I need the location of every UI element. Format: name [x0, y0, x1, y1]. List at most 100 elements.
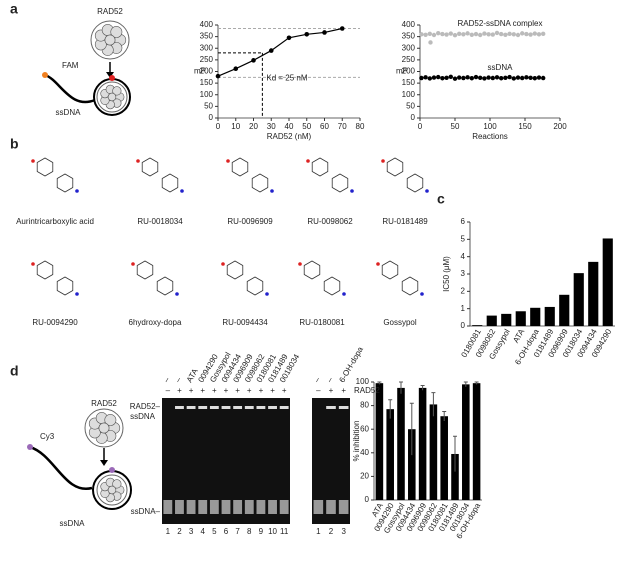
point: [511, 76, 516, 81]
atom: [350, 189, 354, 193]
rad52-sign: –: [316, 386, 321, 395]
x-tick-label: 40: [285, 122, 294, 131]
structure: [156, 276, 174, 296]
band-label: ssDNA: [130, 412, 156, 421]
compound-name: RU-0018034: [137, 217, 183, 226]
band: [279, 406, 289, 409]
y-tick-label: 250: [200, 55, 214, 64]
lane-number: 7: [235, 527, 240, 536]
compound-name: Gossypol: [383, 318, 417, 327]
protein-subunit: [112, 86, 122, 96]
rad52-sign: +: [282, 386, 287, 395]
atom: [180, 189, 184, 193]
point: [520, 75, 525, 81]
band: [221, 500, 231, 514]
atom: [31, 159, 35, 163]
panel-label: b: [10, 136, 19, 152]
point: [457, 75, 462, 80]
atom: [306, 159, 310, 163]
fluor-label: FAM: [62, 61, 79, 70]
bar: [418, 387, 427, 500]
legend-label: RAD52-ssDNA complex: [458, 19, 543, 28]
error-bar: [463, 381, 468, 387]
bar: [397, 387, 405, 500]
lane-number: 5: [212, 527, 217, 536]
y-tick-label: 350: [402, 32, 416, 41]
band: [256, 406, 266, 409]
structure: [323, 276, 341, 296]
structure: [311, 157, 329, 177]
lane-number: 6: [224, 527, 229, 536]
protein-label: RAD52: [91, 399, 117, 408]
lane-number: 9: [259, 527, 264, 536]
atom: [342, 292, 346, 296]
point: [448, 31, 453, 36]
bar: [588, 261, 599, 326]
atom: [265, 292, 269, 296]
y-tick-label: 200: [402, 67, 416, 76]
point: [486, 75, 491, 80]
point: [482, 76, 487, 81]
point: [251, 58, 256, 63]
bar: [530, 307, 541, 326]
point: [431, 32, 437, 38]
band: [209, 500, 219, 514]
structure: [36, 157, 54, 177]
protein-subunit: [107, 485, 117, 495]
structure: [226, 260, 244, 280]
compound-name: RU-0180081: [299, 318, 345, 327]
band-label: ssDNA–: [131, 507, 161, 516]
lane-treatment: –: [173, 375, 183, 384]
x-tick-label: 100: [483, 122, 497, 131]
panel-label: c: [437, 191, 445, 207]
y-axis-label: % inhibition: [352, 421, 361, 462]
structure: [161, 173, 179, 193]
x-tick-label: 60: [320, 122, 329, 131]
x-tick-label: 10: [231, 122, 240, 131]
x-tick-label: 50: [451, 122, 460, 131]
bar: [451, 453, 459, 500]
rad52-sign: +: [270, 386, 275, 395]
y-tick-label: 0: [461, 321, 466, 330]
point: [532, 76, 537, 81]
point: [469, 32, 474, 37]
point: [436, 30, 441, 36]
fluor-label: Cy3: [40, 432, 55, 441]
y-tick-label: 0: [411, 113, 416, 122]
y-tick-label: 4: [461, 252, 466, 261]
structure: [406, 173, 424, 193]
point: [452, 33, 458, 38]
point: [499, 76, 504, 81]
x-axis-label: Reactions: [472, 132, 508, 141]
y-tick-label: 50: [204, 101, 213, 110]
band: [186, 406, 196, 409]
structure: [246, 276, 264, 296]
rad52-sign: +: [200, 386, 205, 395]
compound-name: 6hydroxy-dopa: [129, 318, 182, 327]
dna-label: ssDNA: [56, 108, 82, 117]
point: [490, 32, 495, 37]
band: [268, 500, 277, 514]
point: [482, 31, 487, 36]
x-tick-label: 30: [267, 122, 276, 131]
error-bar: [409, 402, 414, 456]
point: [524, 75, 529, 80]
band: [313, 500, 324, 514]
annotation: Kd = 25 nM: [266, 74, 307, 83]
rad52-sign: +: [247, 386, 252, 395]
point: [304, 32, 310, 37]
bar: [375, 383, 384, 500]
compound-name: RU-0094434: [222, 318, 268, 327]
y-tick-label: 5: [461, 234, 466, 243]
point: [515, 75, 521, 80]
point: [427, 31, 432, 37]
point: [524, 31, 529, 37]
band: [233, 500, 243, 514]
atom: [270, 189, 274, 193]
y-tick-label: 300: [200, 43, 214, 52]
y-tick-label: 350: [200, 32, 214, 41]
error-bar: [420, 385, 425, 391]
structure: [56, 276, 74, 296]
error-bar: [431, 392, 436, 417]
